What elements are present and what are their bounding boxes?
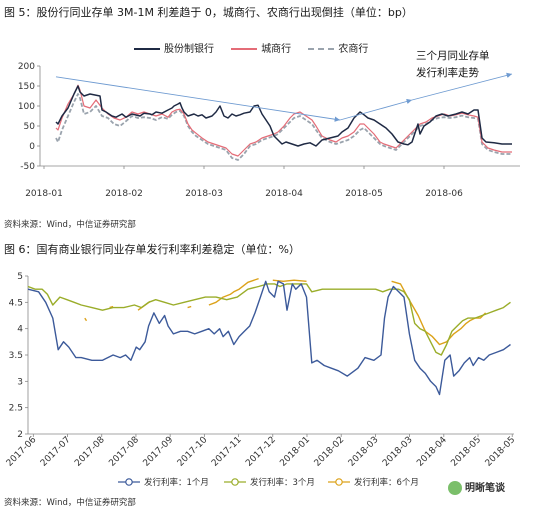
figure5-chart: -50 0 50 100 150 200 2018-01 2018-02 2018-03 2018… (18, 62, 520, 199)
legend-item-city: 城商行 (231, 40, 291, 55)
y-tick-label: 50 (24, 122, 36, 132)
legend-swatch-joint-stock (134, 48, 160, 50)
legend-label-rate-6m: 发行利率：6个月 (354, 477, 419, 488)
series-line-rate-1m (27, 280, 511, 396)
figure5-source: 资料来源：Wind，中信证券研究部 (4, 220, 136, 230)
legend-swatch-city (231, 48, 258, 50)
legend-item-joint-stock: 股份制银行 (134, 40, 214, 55)
y-tick-label: 0 (29, 142, 35, 152)
x-tick-label: 2018-03 (185, 189, 223, 199)
annotation-line-2: 发行利率走势 (416, 67, 479, 79)
x-tick-label: 2018-06 (425, 189, 463, 199)
series-line-rate-6m (391, 280, 487, 346)
x-tick-label: 2018-01 (278, 435, 312, 469)
x-tick-label: 2018-03 (381, 435, 415, 469)
x-tick-label: 2018-03 (347, 435, 381, 469)
x-tick-label: 2017-12 (244, 435, 278, 469)
x-tick-label: 2018-04 (265, 189, 303, 199)
x-tick-label: 2018-05 (449, 435, 483, 469)
x-tick-label: 2018-02 (105, 189, 143, 199)
y-tick-label: 200 (18, 62, 35, 72)
legend-marker-rate-3m (231, 478, 239, 486)
legend-label-joint-stock: 股份制银行 (164, 44, 214, 55)
series-line-rate-6m (208, 277, 259, 306)
x-tick-label: 2018-04 (415, 435, 449, 469)
x-tick-label: 2018-05 (345, 189, 383, 199)
series-line-rate-6m (109, 305, 114, 309)
trend-arrow (55, 76, 341, 122)
legend-label-city: 城商行 (261, 44, 292, 55)
figure5-legend: 股份制银行 城商行 农商行 (134, 40, 382, 55)
figure6-source: 资料来源：Wind，中信证券研究部 (4, 498, 136, 508)
x-tick-label: 2017-10 (176, 435, 210, 469)
y-tick-label: 100 (18, 102, 35, 112)
y-tick-label: 2 (17, 430, 23, 440)
x-tick-label: 2018-05 (484, 435, 518, 469)
series-line-rate-6m (84, 317, 88, 322)
annotation-line-1: 三个月同业存单 (416, 50, 490, 62)
y-tick-label: 3 (17, 377, 23, 387)
trend-arrow (339, 98, 413, 121)
legend-label-rate-3m: 发行利率：3个月 (250, 477, 315, 488)
legend-label-rural: 农商行 (338, 44, 369, 55)
y-tick-label: 4.5 (9, 298, 23, 308)
legend-marker-rate-6m (335, 478, 343, 486)
y-tick-label: 2.5 (9, 404, 23, 414)
x-tick-label: 2017-11 (210, 435, 244, 469)
y-tick-label: -50 (20, 162, 35, 172)
series-line-rate-6m (187, 305, 192, 309)
series-line-joint-stock (55, 85, 512, 147)
legend-swatch-rural (308, 48, 335, 50)
x-tick-label: 2017-08 (73, 435, 107, 469)
legend-marker-rate-1m (125, 478, 133, 486)
y-tick-label: 150 (18, 82, 35, 92)
x-tick-label: 2017-07 (39, 435, 73, 469)
figure5-title: 图 5：股份行同业存单 3M-1M 利差趋于 0，城商行、农商行出现倒挂（单位：… (4, 6, 413, 19)
x-tick-label: 2018-02 (313, 435, 347, 469)
brand-logo-icon (448, 481, 462, 495)
brand-name: 明晰笔谈 (465, 483, 505, 494)
figure5-annotation: 三个月同业存单 发行利率走势 (416, 48, 490, 82)
y-tick-label: 3.5 (9, 351, 23, 361)
x-tick-label: 2017-08 (107, 435, 141, 469)
legend-item-rural: 农商行 (308, 40, 368, 55)
x-tick-label: 2017-09 (142, 435, 176, 469)
series-line-rate-3m (27, 283, 511, 356)
legend-label-rate-1m: 发行利率：1个月 (144, 477, 209, 488)
x-tick-label: 2018-01 (25, 189, 63, 199)
y-tick-label: 5 (17, 272, 23, 282)
trend-arrow (411, 72, 513, 101)
figure6-title: 图 6：国有商业银行同业存单发行利率利差稳定（单位：%） (4, 243, 300, 256)
y-tick-label: 4 (17, 325, 23, 335)
brand-watermark: 明晰笔谈 (448, 479, 505, 495)
